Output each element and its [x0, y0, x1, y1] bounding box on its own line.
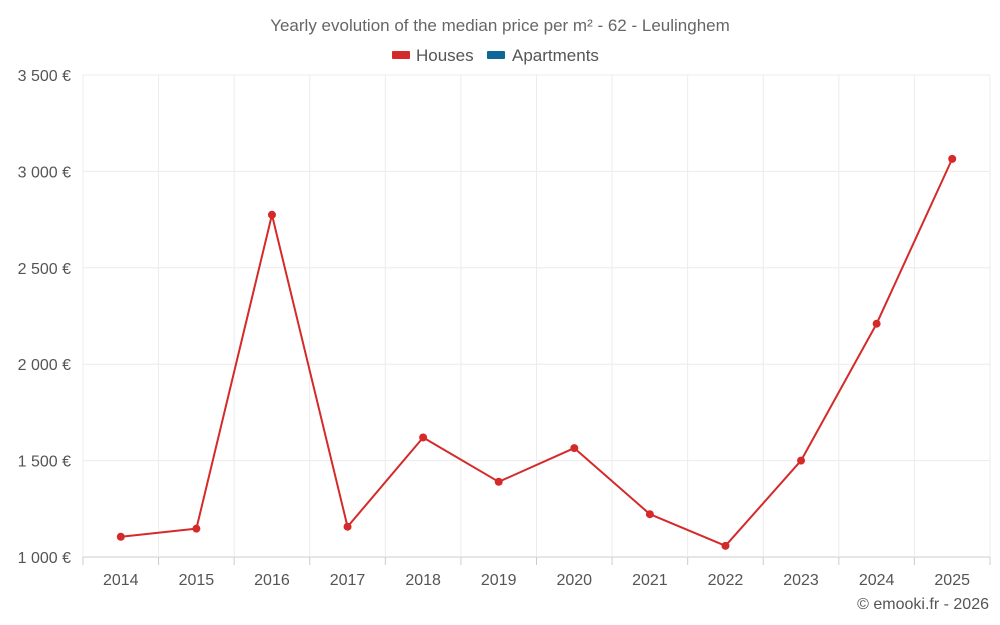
- series-houses: [116, 154, 957, 550]
- y-tick-label: 2 000 €: [18, 357, 71, 374]
- y-axis-ticks: 1 000 € 1 500 € 2 000 € 2 500 € 3 000 € 3 500…: [18, 68, 71, 567]
- y-tick-label: 1 500 €: [18, 454, 71, 471]
- x-tick-label: 2019: [481, 572, 517, 589]
- grid: [82, 74, 991, 558]
- data-point-houses-2022[interactable]: [721, 541, 730, 550]
- legend-swatch-apartments: [487, 51, 505, 59]
- x-tick-label: 2022: [708, 572, 744, 589]
- x-tick-label: 2021: [632, 572, 668, 589]
- x-tick-label: 2017: [330, 572, 366, 589]
- data-point-houses-2014[interactable]: [116, 532, 125, 541]
- series-line-houses: [120, 158, 954, 547]
- x-tick-label: 2024: [859, 572, 895, 589]
- data-point-houses-2023[interactable]: [797, 456, 806, 465]
- y-tick-label: 3 500 €: [18, 68, 71, 85]
- x-tick-label: 2015: [179, 572, 215, 589]
- data-point-houses-2018[interactable]: [419, 433, 428, 442]
- legend-item-houses[interactable]: Houses: [392, 46, 474, 65]
- x-tick-label: 2020: [556, 572, 592, 589]
- data-point-houses-2016[interactable]: [267, 210, 276, 219]
- legend-label-houses: Houses: [416, 46, 474, 65]
- y-tick-label: 1 000 €: [18, 550, 71, 567]
- legend-label-apartments: Apartments: [512, 46, 599, 65]
- x-tick-label: 2023: [783, 572, 819, 589]
- data-point-houses-2024[interactable]: [872, 319, 881, 328]
- chart-title: Yearly evolution of the median price per…: [270, 16, 730, 35]
- x-tick-label: 2018: [405, 572, 441, 589]
- x-tick-label: 2025: [934, 572, 970, 589]
- y-tick-label: 2 500 €: [18, 261, 71, 278]
- data-point-houses-2017[interactable]: [343, 522, 352, 531]
- credit-text: © emooki.fr - 2026: [857, 596, 989, 613]
- data-point-houses-2025[interactable]: [948, 154, 957, 163]
- x-axis-ticks: 2014 2015 2016 2017 2018 2019 2020 2021 2022 2023…: [82, 557, 991, 589]
- y-tick-label: 3 000 €: [18, 164, 71, 181]
- legend-item-apartments[interactable]: Apartments: [487, 46, 599, 65]
- data-point-houses-2015[interactable]: [192, 524, 201, 533]
- data-point-houses-2021[interactable]: [645, 510, 654, 519]
- legend[interactable]: Houses Apartments: [392, 46, 599, 65]
- data-point-houses-2020[interactable]: [570, 444, 579, 453]
- x-tick-label: 2016: [254, 572, 290, 589]
- x-tick-label: 2014: [103, 572, 139, 589]
- data-point-houses-2019[interactable]: [494, 477, 503, 486]
- legend-swatch-houses: [392, 51, 410, 59]
